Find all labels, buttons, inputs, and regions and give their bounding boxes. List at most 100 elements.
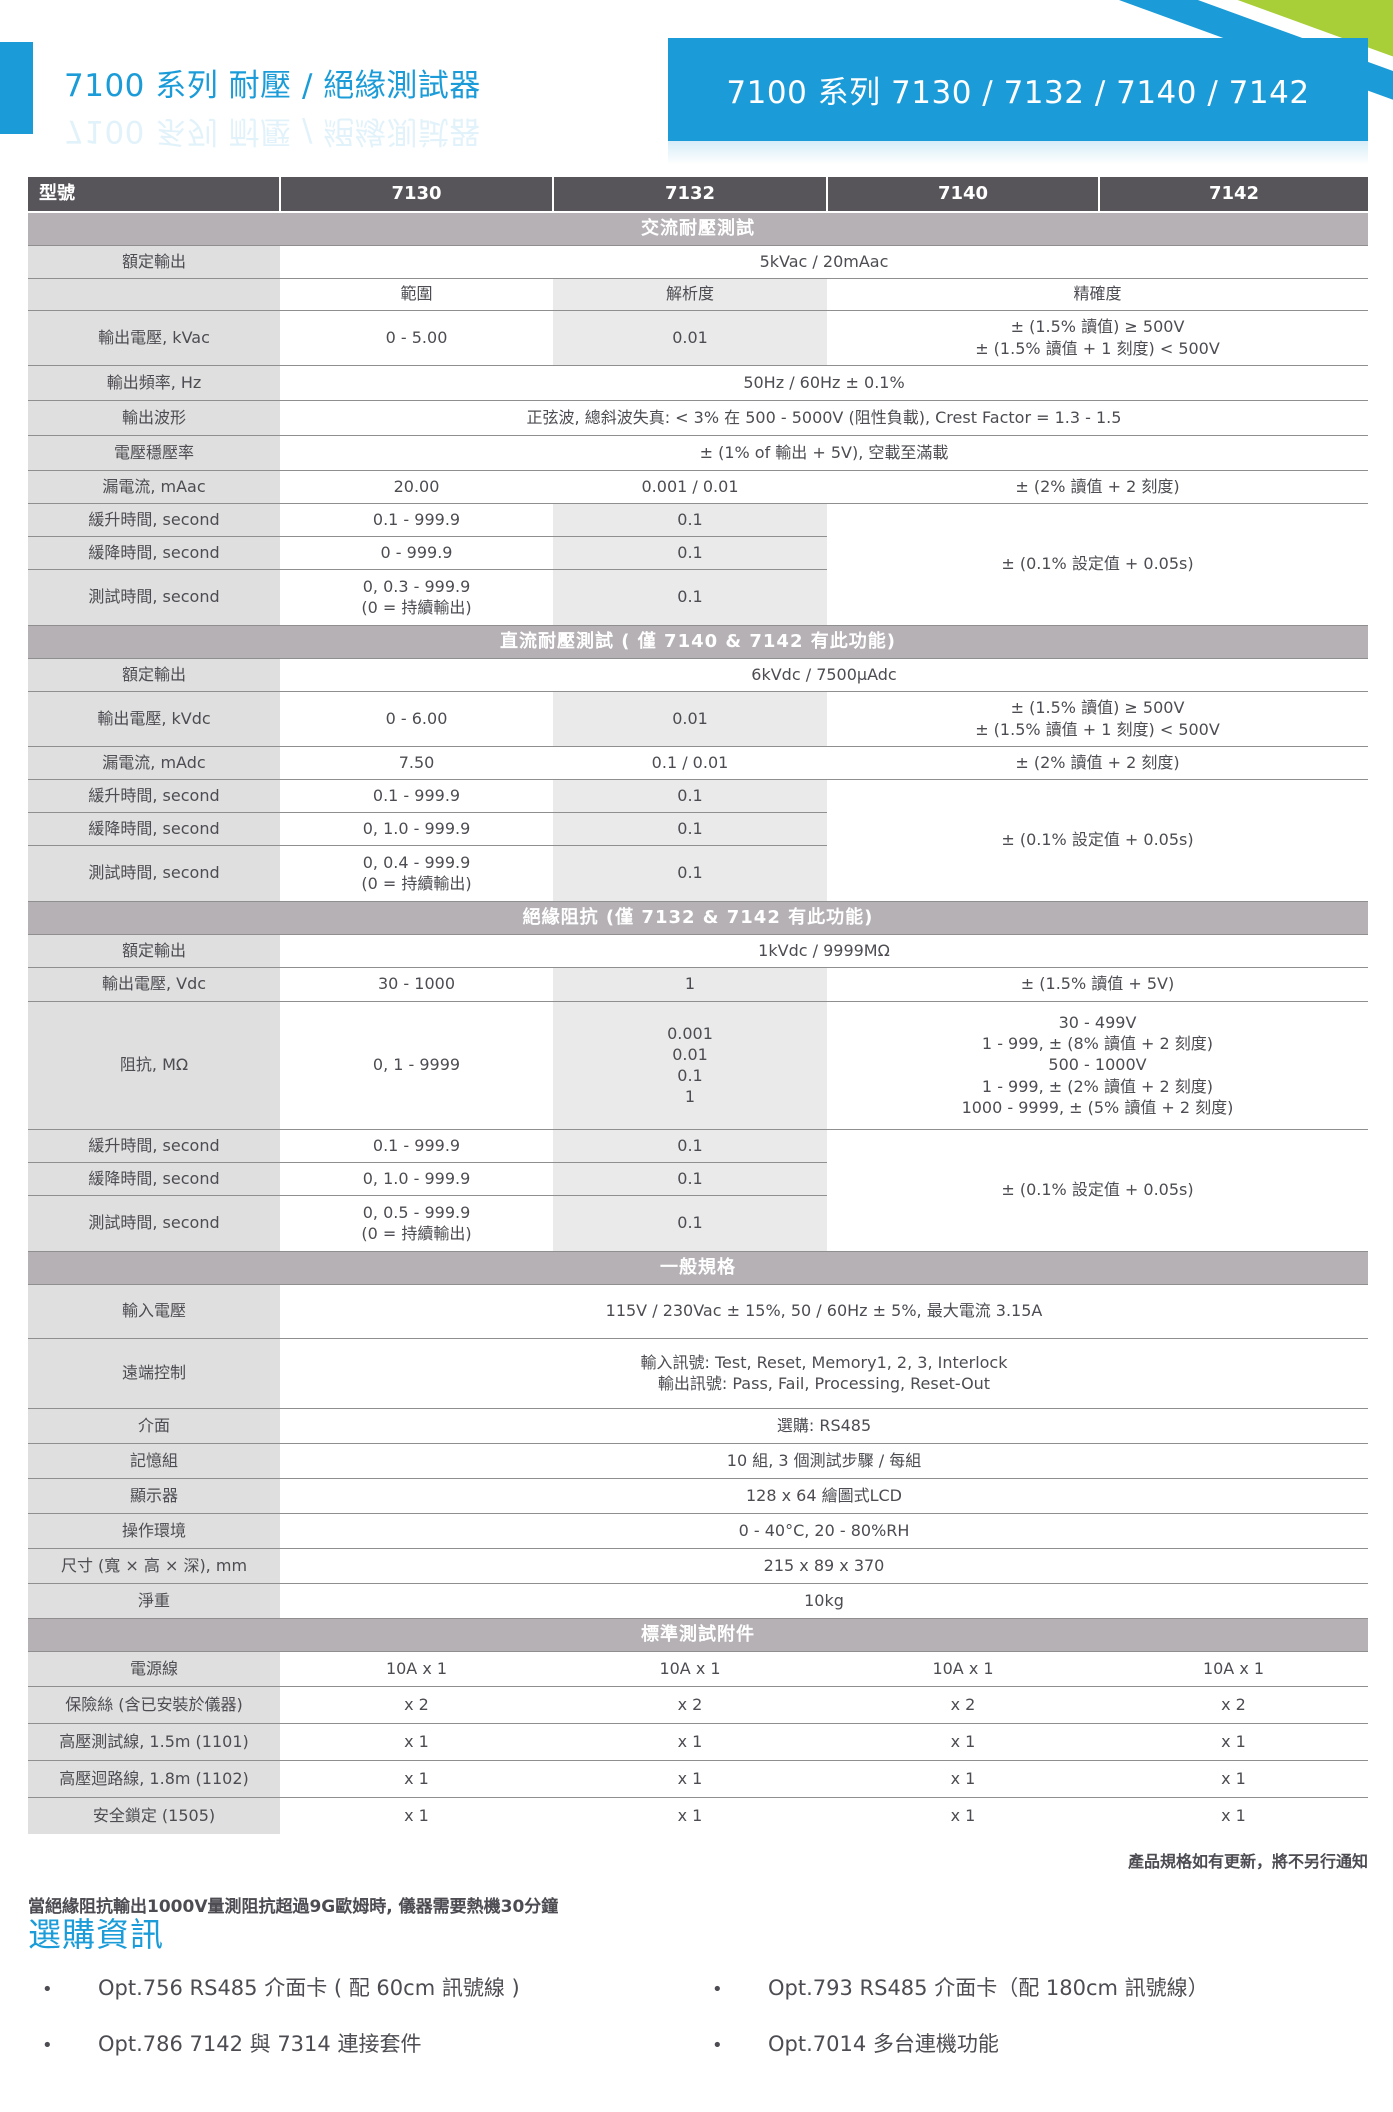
cell-resolution: 0.1: [553, 1194, 827, 1251]
cell-accuracy: ± (1.5% 讀值 + 5V): [827, 966, 1368, 1001]
options-heading: 選購資訊: [28, 1915, 164, 1954]
models-label: 型號: [28, 177, 280, 212]
cell-value: x 1: [280, 1796, 553, 1834]
cell-value: 1kVdc / 9999MΩ: [280, 933, 1368, 967]
option-label: Opt.793 RS485 介面卡（配 180cm 訊號線）: [768, 1976, 1209, 2000]
row-label: 淨重: [28, 1582, 280, 1618]
bullet-icon: •: [712, 1979, 723, 2000]
cell-resolution: 0.1: [553, 1128, 827, 1162]
row-label: 緩降時間, second: [28, 811, 280, 845]
cell-range: 0.1 - 999.9: [280, 1128, 553, 1162]
bullet-icon: •: [42, 2035, 53, 2056]
row-label: 緩降時間, second: [28, 535, 280, 569]
cell-range: 0 - 5.00: [280, 309, 553, 365]
cell-value: 10A x 1: [1099, 1650, 1368, 1686]
table-row: 測試時間, second 0, 0.5 - 999.9 (0 = 持續輸出) 0…: [28, 1194, 1368, 1251]
model-title-text: 7100 系列 7130 / 7132 / 7140 / 7142: [726, 75, 1310, 111]
model-header-row: 型號 7130 7132 7140 7142: [28, 177, 1368, 212]
cell-value: 10A x 1: [280, 1650, 553, 1686]
cell-value: x 1: [827, 1796, 1099, 1834]
table-row: 緩升時間, second 0.1 - 999.9 0.1 ± (0.1% 設定值…: [28, 778, 1368, 901]
row-label: 測試時間, second: [28, 1194, 280, 1251]
cell-value: x 1: [553, 1722, 827, 1760]
page-title: 7100 系列 耐壓 / 絕緣測試器: [64, 68, 481, 104]
cell-value: x 1: [1099, 1759, 1368, 1797]
row-label: 額定輸出: [28, 244, 280, 278]
row-label: 漏電流, mAdc: [28, 745, 280, 779]
row-label: 輸出電壓, kVdc: [28, 690, 280, 746]
row-label: 緩升時間, second: [28, 502, 280, 536]
cell-value: ± (1% of 輸出 + 5V), 空載至滿載: [280, 434, 1368, 470]
table-row: 緩降時間, second 0 - 999.9 0.1: [28, 535, 1368, 569]
section-title: 一般規格: [28, 1250, 1368, 1284]
row-label: 保險絲 (含已安裝於儀器): [28, 1685, 280, 1723]
table-row: 緩降時間, second 0, 1.0 - 999.9 0.1: [28, 811, 1368, 845]
cell-value: x 1: [827, 1759, 1099, 1797]
model-column-7130: 7130: [279, 177, 553, 212]
row-label: 輸出電壓, Vdc: [28, 966, 280, 1001]
table-row: 顯示器 128 x 64 繪圖式LCD: [28, 1477, 1368, 1513]
row-label: 緩升時間, second: [28, 1128, 280, 1162]
spec-update-notice: 產品規格如有更新，將不另行通知: [1127, 1852, 1368, 1871]
section-bar-ac: 交流耐壓測試: [28, 211, 1368, 245]
table-row: 操作環境 0 - 40°C, 20 - 80%RH: [28, 1512, 1368, 1548]
table-row: 額定輸出 5kVac / 20mAac: [28, 244, 1368, 278]
cell-value: x 1: [553, 1796, 827, 1834]
table-row: 漏電流, mAac 20.00 0.001 / 0.01 ± (2% 讀值 + …: [28, 469, 1368, 503]
section-bar-accessories: 標準測試附件: [28, 1617, 1368, 1651]
cell-accuracy: 30 - 499V 1 - 999, ± (8% 讀值 + 2 刻度) 500 …: [827, 1000, 1368, 1129]
cell-accuracy: ± (1.5% 讀值) ≥ 500V ± (1.5% 讀值 + 1 刻度) < …: [827, 690, 1368, 746]
table-row: 測試時間, second 0, 0.3 - 999.9 (0 = 持續輸出) 0…: [28, 568, 1368, 625]
column-range: 範圍: [280, 277, 553, 310]
table-row: 額定輸出 6kVdc / 7500µAdc: [28, 657, 1368, 691]
section-title: 絕緣阻抗 (僅 7132 & 7142 有此功能): [28, 900, 1368, 934]
model-column-7142: 7142: [1098, 177, 1368, 212]
option-label: Opt.756 RS485 介面卡 ( 配 60cm 訊號線 ): [98, 1976, 520, 2000]
page-title-reflection: 7100 系列 耐壓 / 絕緣測試器: [64, 113, 481, 149]
row-label: [28, 277, 280, 310]
cell-value: x 1: [280, 1722, 553, 1760]
cell-value: 5kVac / 20mAac: [280, 244, 1368, 278]
table-row: 介面 選購: RS485: [28, 1407, 1368, 1443]
cell-range: 30 - 1000: [280, 966, 553, 1001]
cell-value: x 1: [553, 1759, 827, 1797]
cell-accuracy: ± (0.1% 設定值 + 0.05s): [827, 778, 1368, 901]
cell-range: 0.1 - 999.9: [280, 778, 553, 812]
cell-value: 10A x 1: [827, 1650, 1099, 1686]
warmup-note: 當絕緣阻抗輸出1000V量測阻抗超過9G歐姆時, 儀器需要熱機30分鐘: [28, 1897, 559, 1917]
table-row: 緩升時間, second 0.1 - 999.9 0.1 ± (0.1% 設定值…: [28, 1128, 1368, 1251]
table-row: 保險絲 (含已安裝於儀器) x 2 x 2 x 2 x 2: [28, 1685, 1368, 1723]
cell-value: x 1: [280, 1759, 553, 1797]
row-label: 尺寸 (寬 × 高 × 深), mm: [28, 1547, 280, 1583]
cell-value: x 2: [553, 1685, 827, 1723]
option-label: Opt.786 7142 與 7314 連接套件: [98, 2032, 422, 2056]
cell-range: 0, 1.0 - 999.9: [280, 1161, 553, 1195]
cell-value: x 1: [1099, 1796, 1368, 1834]
cell-resolution: 0.1: [553, 568, 827, 625]
cell-accuracy: ± (0.1% 設定值 + 0.05s): [827, 1128, 1368, 1251]
table-row: 漏電流, mAdc 7.50 0.1 / 0.01 ± (2% 讀值 + 2 刻…: [28, 745, 1368, 779]
row-label: 漏電流, mAac: [28, 469, 280, 503]
row-label: 阻抗, MΩ: [28, 1000, 280, 1129]
section-title: 直流耐壓測試 ( 僅 7140 & 7142 有此功能): [28, 624, 1368, 658]
column-subheader-row: 範圍 解析度 精確度: [28, 277, 1368, 310]
row-label: 電源線: [28, 1650, 280, 1686]
bullet-icon: •: [42, 1979, 53, 2000]
row-label: 顯示器: [28, 1477, 280, 1513]
column-accuracy: 精確度: [827, 277, 1368, 310]
table-row: 高壓迴路線, 1.8m (1102) x 1 x 1 x 1 x 1: [28, 1759, 1368, 1797]
cell-value: 215 x 89 x 370: [280, 1547, 1368, 1583]
table-row: 淨重 10kg: [28, 1582, 1368, 1618]
cell-range: 0, 0.4 - 999.9 (0 = 持續輸出): [280, 844, 553, 901]
cell-resolution: 1: [553, 966, 827, 1001]
section-title: 標準測試附件: [28, 1617, 1368, 1651]
cell-value: x 2: [280, 1685, 553, 1723]
model-column-7140: 7140: [826, 177, 1099, 212]
cell-resolution: 0.1: [553, 844, 827, 901]
cell-range: 0.1 - 999.9: [280, 502, 553, 536]
cell-accuracy: ± (2% 讀值 + 2 刻度): [827, 745, 1368, 779]
options-column-right: • Opt.793 RS485 介面卡（配 180cm 訊號線） • Opt.7…: [698, 1972, 1368, 2084]
table-row: 輸出電壓, kVdc 0 - 6.00 0.01 ± (1.5% 讀值) ≥ 5…: [28, 690, 1368, 746]
left-accent-bar: [0, 42, 33, 134]
